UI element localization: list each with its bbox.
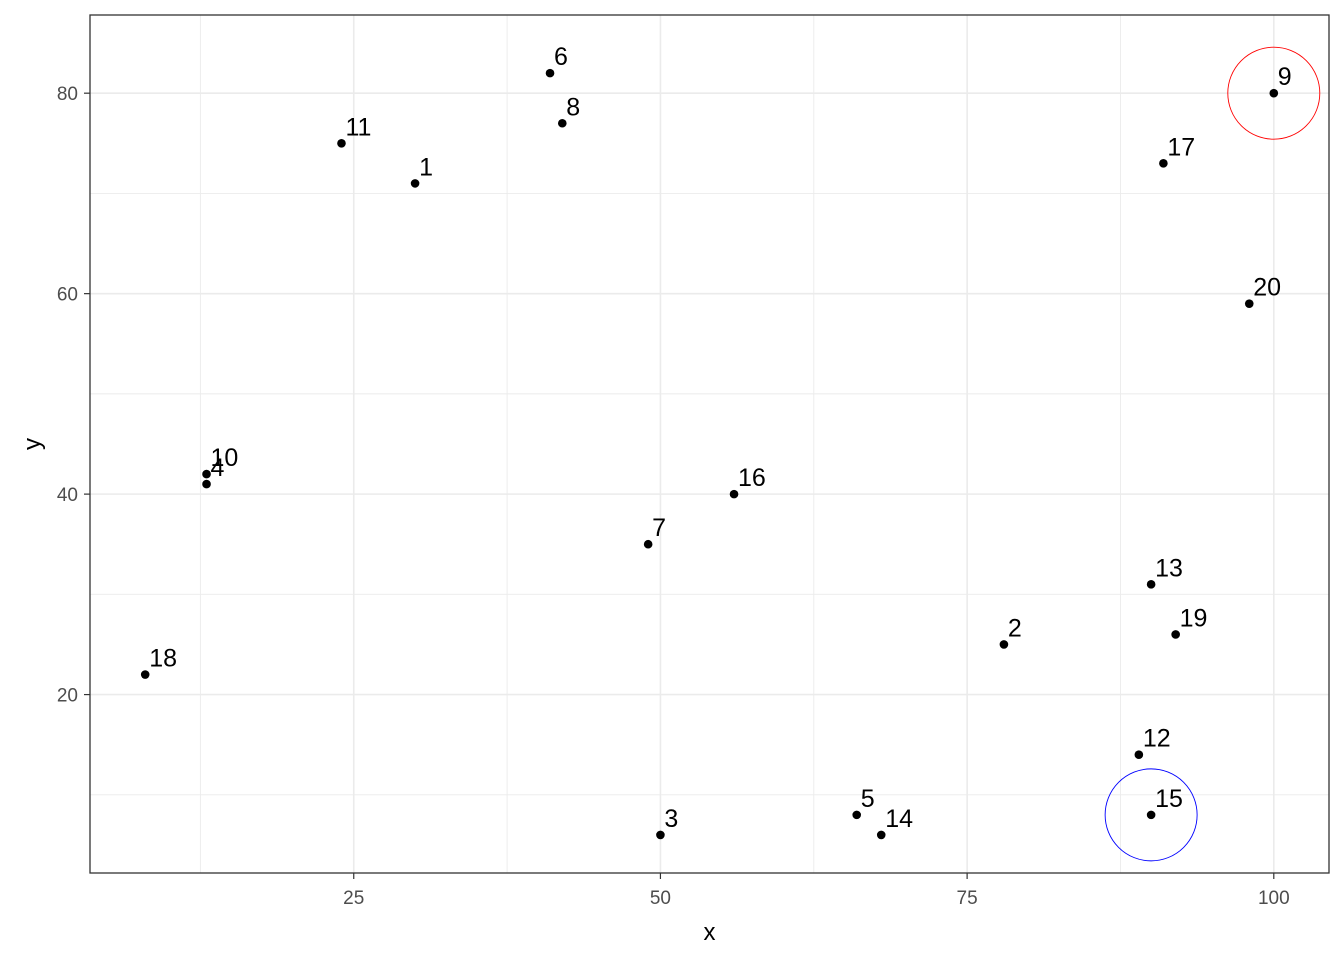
highlight-circles <box>1104 46 1321 862</box>
point-7 <box>643 539 653 549</box>
point-3 <box>656 830 665 840</box>
panel-border <box>89 14 1330 874</box>
point-6 <box>545 68 555 78</box>
point-9 <box>1269 88 1279 98</box>
point-15 <box>1146 810 1156 820</box>
point-label-12: 12 <box>1143 725 1171 753</box>
point-5 <box>852 810 862 820</box>
point-12 <box>1134 750 1144 760</box>
x-tick-label: 75 <box>957 888 978 909</box>
point-label-9: 9 <box>1278 63 1292 91</box>
y-axis: 20 40 60 80 <box>57 84 90 707</box>
point-4 <box>202 479 211 489</box>
point-8 <box>557 118 567 128</box>
point-10 <box>202 469 211 479</box>
x-axis: 25 50 75 100 <box>343 873 1290 909</box>
highlight-circle-point-9 <box>1227 46 1321 140</box>
point-label-14: 14 <box>885 805 913 833</box>
point-label-16: 16 <box>738 464 766 492</box>
point-18 <box>140 670 150 679</box>
data-points <box>140 68 1279 840</box>
point-label-18: 18 <box>149 645 177 673</box>
point-label-11: 11 <box>345 113 371 141</box>
point-label-10: 10 <box>211 444 239 472</box>
point-label-1: 1 <box>419 153 433 181</box>
point-19 <box>1171 630 1180 639</box>
point-1 <box>410 179 420 188</box>
x-tick-label: 50 <box>650 888 671 909</box>
point-label-15: 15 <box>1155 785 1183 813</box>
minor-gridlines <box>90 15 1329 873</box>
x-tick-label: 25 <box>343 888 364 909</box>
x-tick-label: 100 <box>1258 888 1290 909</box>
point-label-20: 20 <box>1253 274 1281 302</box>
point-14 <box>876 830 886 840</box>
point-20 <box>1244 299 1254 308</box>
point-label-2: 2 <box>1008 614 1022 642</box>
point-label-8: 8 <box>566 93 580 121</box>
highlight-circle-point-15 <box>1104 768 1198 862</box>
point-label-6: 6 <box>554 43 568 71</box>
point-label-13: 13 <box>1155 554 1183 582</box>
point-11 <box>337 138 346 148</box>
y-axis-title: y <box>19 438 46 450</box>
point-16 <box>729 489 739 499</box>
point-17 <box>1159 159 1168 168</box>
point-label-19: 19 <box>1180 604 1208 632</box>
point-label-3: 3 <box>664 805 678 833</box>
y-tick-label: 40 <box>57 485 78 506</box>
y-tick-label: 60 <box>57 285 78 306</box>
x-axis-title: x <box>704 919 716 946</box>
major-gridlines <box>90 15 1329 873</box>
point-label-5: 5 <box>861 785 875 813</box>
point-label-17: 17 <box>1167 133 1195 161</box>
y-tick-label: 80 <box>57 84 78 105</box>
y-tick-label: 20 <box>57 686 78 707</box>
point-13 <box>1146 580 1156 589</box>
point-2 <box>999 640 1009 649</box>
point-label-4: 4 <box>211 454 225 482</box>
point-label-7: 7 <box>652 514 666 542</box>
